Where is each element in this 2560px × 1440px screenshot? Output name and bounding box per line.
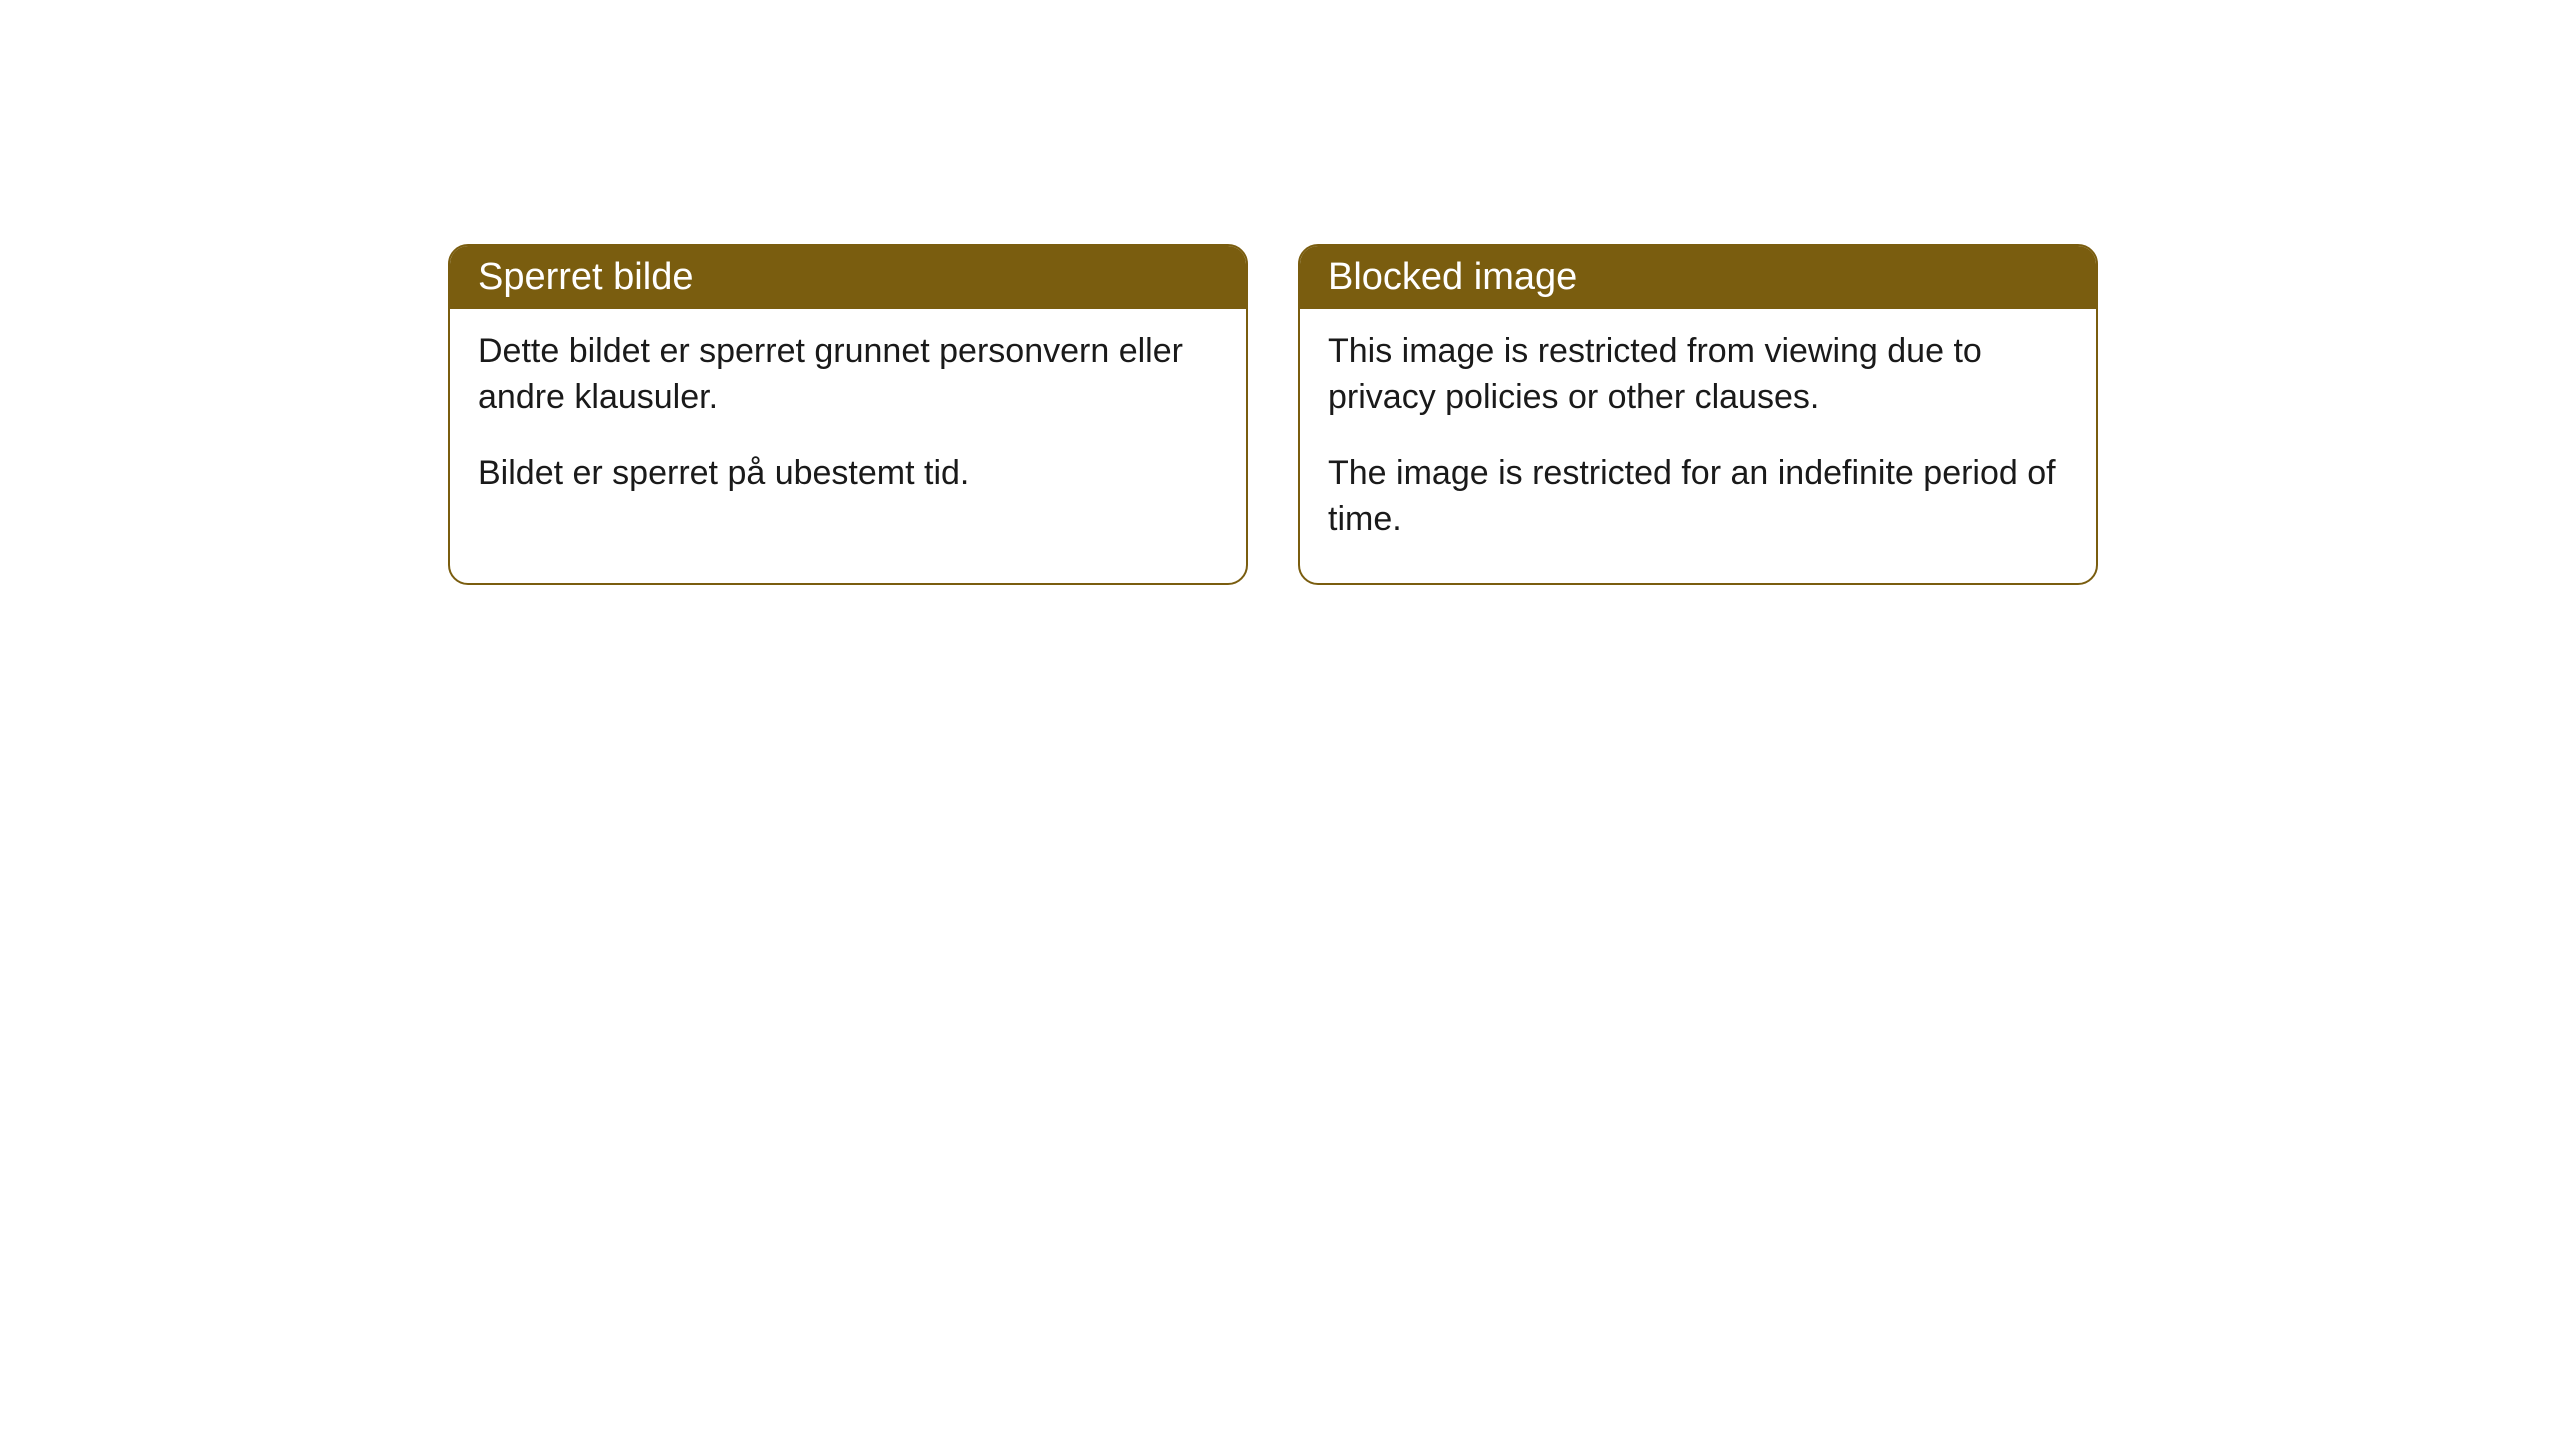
blocked-image-card-no: Sperret bilde Dette bildet er sperret gr…: [448, 244, 1248, 585]
card-paragraph-2-no: Bildet er sperret på ubestemt tid.: [478, 451, 1218, 497]
card-header-no: Sperret bilde: [450, 246, 1246, 309]
cards-container: Sperret bilde Dette bildet er sperret gr…: [0, 0, 2560, 585]
card-body-en: This image is restricted from viewing du…: [1300, 309, 2096, 583]
blocked-image-card-en: Blocked image This image is restricted f…: [1298, 244, 2098, 585]
card-paragraph-2-en: The image is restricted for an indefinit…: [1328, 451, 2068, 543]
card-paragraph-1-en: This image is restricted from viewing du…: [1328, 329, 2068, 421]
card-paragraph-1-no: Dette bildet er sperret grunnet personve…: [478, 329, 1218, 421]
card-header-en: Blocked image: [1300, 246, 2096, 309]
card-body-no: Dette bildet er sperret grunnet personve…: [450, 309, 1246, 537]
